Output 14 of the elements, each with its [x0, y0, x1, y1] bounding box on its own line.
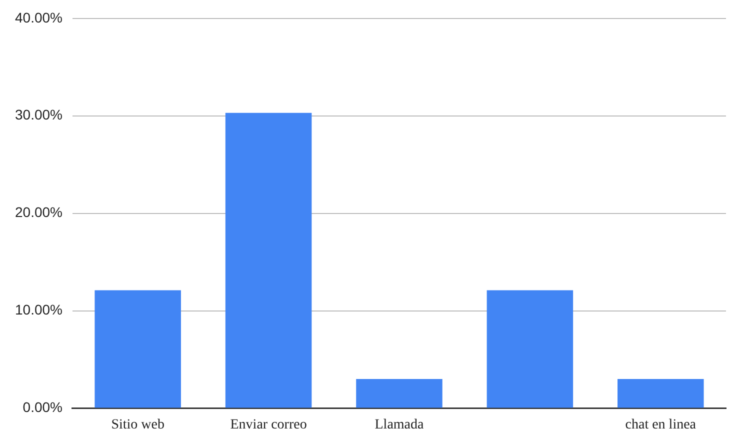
x-tick-label: Enviar correo	[230, 417, 307, 432]
y-tick-label: 30.00%	[15, 106, 62, 123]
bar	[225, 112, 312, 408]
x-tick-label: chat en linea	[625, 417, 697, 432]
bar	[94, 290, 181, 408]
y-tick-label: 0.00%	[22, 399, 62, 416]
y-tick-label: 40.00%	[15, 9, 62, 26]
x-tick-label: Sitio web	[111, 417, 164, 432]
bar	[356, 378, 442, 408]
bar	[486, 290, 574, 408]
bar	[618, 378, 704, 408]
y-tick-label: 20.00%	[15, 204, 62, 220]
x-tick-label: Llamada	[374, 417, 425, 432]
y-tick-label: 10.00%	[15, 302, 62, 318]
